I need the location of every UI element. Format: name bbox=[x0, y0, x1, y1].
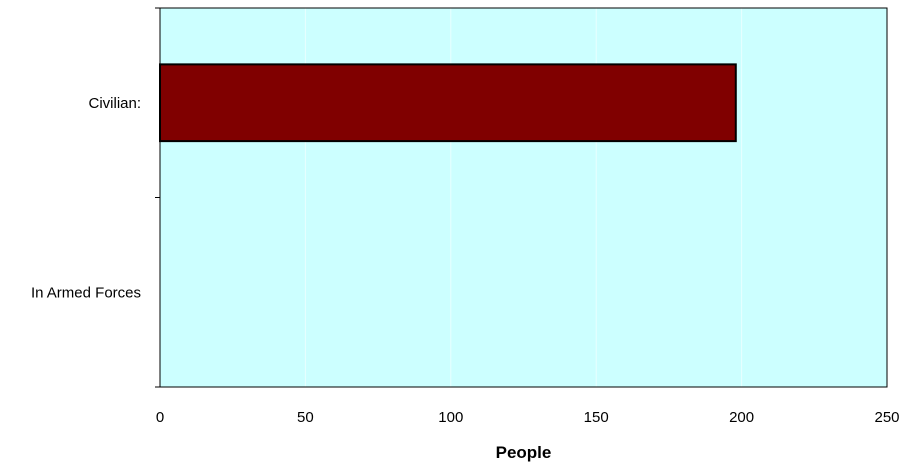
x-tick-label: 200 bbox=[729, 409, 754, 426]
bars bbox=[159, 63, 737, 143]
x-tick-label: 0 bbox=[156, 409, 164, 426]
bar bbox=[159, 63, 737, 143]
x-axis-title: People bbox=[496, 443, 552, 462]
y-category-label: Civilian: bbox=[88, 95, 141, 112]
x-tick-label: 150 bbox=[584, 409, 609, 426]
x-tick-label: 50 bbox=[297, 409, 314, 426]
x-tick-label: 250 bbox=[874, 409, 899, 426]
y-axis bbox=[155, 7, 160, 388]
y-axis-tick-labels: Civilian: In Armed Forces bbox=[31, 95, 141, 302]
x-axis-tick-labels: 0 50 100 150 200 250 bbox=[156, 409, 900, 426]
y-category-label: In Armed Forces bbox=[31, 284, 141, 301]
x-tick-label: 100 bbox=[438, 409, 463, 426]
